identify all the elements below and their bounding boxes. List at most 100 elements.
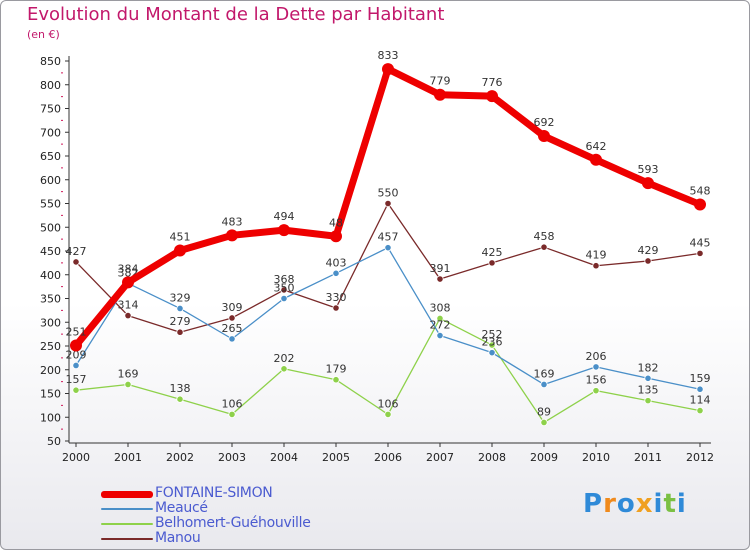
data-label: 169 xyxy=(534,367,555,380)
legend-label: Belhomert-Guéhouville xyxy=(155,515,311,531)
legend-label: Manou xyxy=(155,530,201,546)
data-label: 89 xyxy=(537,405,551,418)
data-label: 403 xyxy=(326,256,347,269)
y-tick-label: 250 xyxy=(40,340,61,353)
x-tick-label: 2008 xyxy=(478,451,506,464)
data-label: 548 xyxy=(690,184,711,197)
data-label: 458 xyxy=(534,230,555,243)
data-point xyxy=(72,361,80,370)
data-label: 251 xyxy=(66,326,87,339)
y-tick-label: 800 xyxy=(40,79,61,92)
data-point xyxy=(488,341,496,349)
y-tick-label: 150 xyxy=(40,388,61,401)
y-tick-label: 550 xyxy=(40,198,61,211)
data-point xyxy=(384,244,392,252)
data-point xyxy=(644,257,652,265)
data-point xyxy=(332,269,340,277)
x-tick-label: 2005 xyxy=(322,451,350,464)
data-point xyxy=(644,374,652,382)
y-tick-label: 700 xyxy=(40,126,61,139)
data-point xyxy=(176,304,184,313)
data-point xyxy=(642,177,654,190)
x-tick-label: 2010 xyxy=(582,451,610,464)
data-point xyxy=(228,410,236,418)
logo-letter: P xyxy=(583,489,604,519)
data-point xyxy=(488,259,496,267)
data-label: 384 xyxy=(118,262,139,275)
data-point xyxy=(696,385,704,393)
data-point xyxy=(122,276,134,289)
data-point xyxy=(486,90,498,103)
data-point xyxy=(280,286,288,294)
data-label: 157 xyxy=(66,373,87,386)
data-point xyxy=(332,376,340,384)
data-point xyxy=(382,63,394,76)
data-label: 833 xyxy=(378,49,399,62)
data-label: 156 xyxy=(586,374,607,387)
y-tick-label: 500 xyxy=(40,221,61,234)
data-point xyxy=(694,198,706,211)
data-label: 135 xyxy=(638,384,659,397)
data-label: 236 xyxy=(482,336,503,349)
data-label: 429 xyxy=(638,244,659,257)
logo-letter: o xyxy=(616,489,636,519)
series-line xyxy=(75,202,701,333)
data-label: 642 xyxy=(586,140,607,153)
data-label: 692 xyxy=(534,116,555,129)
data-label: 483 xyxy=(222,215,243,228)
data-point xyxy=(226,229,238,242)
logo-letter: t xyxy=(663,489,677,519)
data-point xyxy=(540,380,548,389)
y-tick-label: 400 xyxy=(40,269,61,282)
legend-swatch xyxy=(101,508,153,510)
y-tick-label: 750 xyxy=(40,103,61,116)
data-label: 114 xyxy=(690,394,711,407)
data-point xyxy=(278,224,290,237)
data-point xyxy=(592,363,600,371)
data-label: 252 xyxy=(482,328,503,341)
x-tick-label: 2012 xyxy=(686,451,714,464)
data-point xyxy=(540,243,548,251)
data-label: 451 xyxy=(170,231,191,244)
data-point xyxy=(228,335,236,343)
data-point xyxy=(538,130,550,143)
data-label: 457 xyxy=(378,231,399,244)
data-point xyxy=(644,397,652,405)
data-point xyxy=(436,314,444,323)
data-point xyxy=(436,331,444,340)
data-label: 445 xyxy=(690,236,711,249)
data-point xyxy=(592,262,600,270)
data-point xyxy=(434,88,446,101)
data-point xyxy=(592,387,600,395)
logo-letter: i xyxy=(653,489,664,519)
data-point xyxy=(540,418,548,427)
data-point xyxy=(72,386,80,394)
data-label: 209 xyxy=(66,348,87,361)
legend-swatch xyxy=(101,538,153,540)
data-point xyxy=(436,275,444,283)
data-point xyxy=(696,249,704,257)
legend-swatch xyxy=(101,491,153,498)
y-tick-label: 450 xyxy=(40,245,61,258)
data-label: 272 xyxy=(430,319,451,332)
y-tick-label: 200 xyxy=(40,364,61,377)
x-tick-label: 2006 xyxy=(374,451,402,464)
data-label: 279 xyxy=(170,315,191,328)
data-label: 350 xyxy=(274,282,295,295)
data-label: 419 xyxy=(586,249,607,262)
data-point xyxy=(124,311,132,320)
data-label: 425 xyxy=(482,246,503,259)
y-tick-label: 850 xyxy=(40,55,61,68)
data-point xyxy=(280,365,288,373)
logo-letter: i xyxy=(676,489,687,519)
data-label: 206 xyxy=(586,350,607,363)
data-label: 106 xyxy=(222,397,243,410)
data-label: 48 xyxy=(329,216,343,229)
data-label: 169 xyxy=(118,367,139,380)
legend-label: Meaucé xyxy=(155,500,208,516)
chart-subtitle: (en €) xyxy=(27,28,60,41)
y-tick-label: 350 xyxy=(40,293,61,306)
data-point xyxy=(176,328,184,336)
